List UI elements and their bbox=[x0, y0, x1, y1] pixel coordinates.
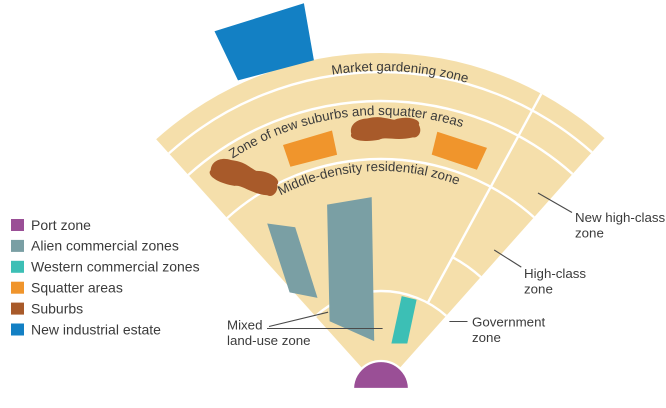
svg-text:Western commercial zones: Western commercial zones bbox=[31, 259, 200, 275]
svg-text:zone: zone bbox=[524, 282, 553, 297]
svg-text:Mixed: Mixed bbox=[227, 318, 262, 333]
svg-text:New high-class: New high-class bbox=[575, 210, 666, 225]
svg-text:High-class: High-class bbox=[524, 266, 586, 281]
svg-text:Suburbs: Suburbs bbox=[31, 300, 83, 316]
svg-text:Squatter areas: Squatter areas bbox=[31, 280, 123, 296]
svg-text:land-use zone: land-use zone bbox=[227, 333, 311, 348]
svg-text:Port zone: Port zone bbox=[31, 217, 91, 233]
svg-text:New industrial estate: New industrial estate bbox=[31, 321, 161, 337]
svg-text:zone: zone bbox=[575, 226, 604, 241]
svg-text:zone: zone bbox=[472, 330, 501, 345]
svg-text:Government: Government bbox=[472, 315, 545, 330]
svg-text:Alien commercial zones: Alien commercial zones bbox=[31, 238, 179, 254]
